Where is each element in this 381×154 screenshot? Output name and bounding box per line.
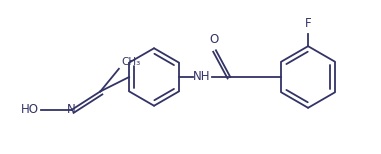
Text: HO: HO <box>21 103 39 116</box>
Text: O: O <box>209 33 218 46</box>
Text: CH₃: CH₃ <box>121 57 140 67</box>
Text: N: N <box>67 103 76 116</box>
Text: F: F <box>305 17 311 30</box>
Text: NH: NH <box>193 71 210 83</box>
